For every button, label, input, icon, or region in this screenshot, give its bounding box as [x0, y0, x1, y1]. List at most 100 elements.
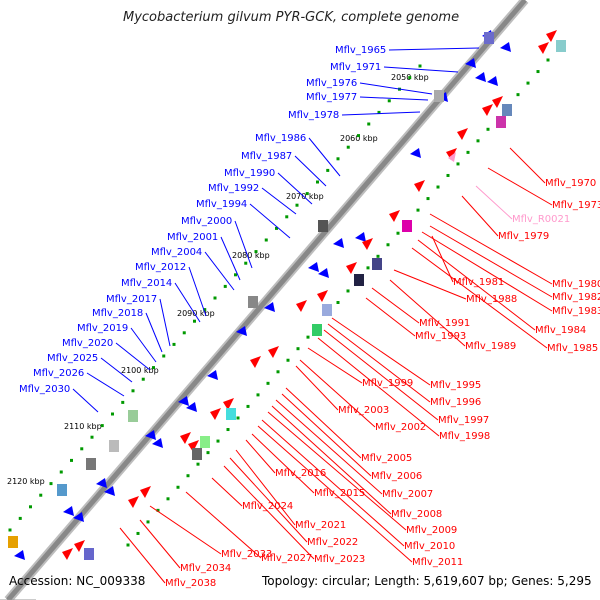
red-label-line	[299, 359, 376, 428]
outer-tick-dot	[306, 335, 310, 339]
red-gene-label: Mflv_1997	[438, 415, 489, 426]
red-gene-label: Mflv_1980	[552, 279, 600, 290]
inner-tick-dot	[223, 284, 227, 288]
red-gene-label: Mflv_2005	[361, 453, 412, 464]
reverse-gene-5	[457, 128, 468, 140]
red-gene-label: Mflv_2021	[295, 520, 346, 531]
inner-tick-dot	[80, 447, 84, 451]
red-label-line	[429, 225, 553, 298]
rna-gene	[448, 152, 456, 162]
inner-tick-dot	[254, 250, 258, 254]
blue-gene-label: Mflv_1977	[306, 92, 357, 103]
red-label-line	[271, 405, 392, 515]
inner-tick-dot	[285, 215, 289, 219]
inner-tick-dot	[213, 296, 217, 300]
red-gene-label: Mflv_1999	[362, 378, 413, 389]
outer-tick-dot	[396, 231, 400, 235]
red-gene-label: Mflv_1996	[430, 397, 481, 408]
red-gene-label: Mflv_2002	[375, 422, 426, 433]
forward-gene-14	[207, 370, 218, 380]
genome-title: Mycobacterium gilvum PYR-GCK, complete g…	[123, 10, 460, 25]
forward-gene-23	[14, 550, 25, 560]
red-gene-label: Mflv_1993	[415, 331, 466, 342]
blue-gene-label: Mflv_2014	[121, 278, 172, 289]
blue-gene-label: Mflv_2019	[77, 323, 128, 334]
outer-tick-dot	[136, 531, 140, 535]
forward-gene-11	[318, 268, 329, 278]
inner-tick-dot	[29, 505, 32, 509]
blue-label-line	[188, 266, 207, 317]
outer-tick-dot	[236, 416, 240, 420]
reverse-box-8	[312, 324, 322, 336]
red-label-line	[235, 449, 296, 526]
blue-label-line	[130, 327, 157, 363]
outer-tick-dot	[246, 404, 250, 408]
reverse-gene-16	[210, 408, 221, 420]
inner-tick-dot	[275, 226, 278, 230]
tick-label: 2060 kbp	[340, 134, 378, 143]
blue-gene-label: Mflv_1986	[255, 133, 306, 144]
outer-tick-dot	[516, 93, 520, 97]
outer-tick-dot	[346, 289, 350, 293]
red-gene-label: Mflv_1983	[552, 306, 600, 317]
blue-label-line	[115, 342, 151, 371]
forward-gene-12	[264, 302, 275, 312]
outer-tick-dot	[466, 150, 470, 154]
red-label-line	[429, 213, 553, 285]
red-label-line	[307, 347, 363, 384]
reverse-gene-20	[128, 496, 139, 508]
forward-gene-18	[152, 438, 163, 448]
red-gene-label: Mflv_2003	[338, 405, 389, 416]
tick-label: 2090 kbp	[177, 309, 215, 318]
reverse-gene-6	[446, 148, 457, 160]
red-label-line	[149, 505, 222, 555]
tick-label: 2080 kbp	[232, 251, 270, 260]
reverse-gene-14	[250, 356, 261, 368]
red-gene-label: Mflv_2022	[307, 537, 358, 548]
reverse-gene-1	[546, 30, 557, 42]
outer-tick-dot	[366, 266, 370, 270]
red-gene-label: Mflv_1989	[465, 341, 516, 352]
red-label-line	[285, 387, 362, 459]
tick-label: 2070 kbp	[286, 192, 324, 201]
reverse-gene-21	[62, 548, 73, 560]
outer-tick-dot	[266, 381, 270, 385]
blue-gene-label: Mflv_2025	[47, 353, 98, 364]
inner-tick-dot	[203, 308, 207, 312]
tick-label: 2120 kbp	[7, 477, 45, 486]
outer-tick-dot	[476, 139, 480, 143]
blue-gene-label: Mflv_1992	[208, 183, 259, 194]
outer-tick-dot	[146, 520, 150, 524]
red-gene-label: Mflv_1970	[545, 178, 596, 189]
forward-gene-10	[308, 262, 319, 272]
inner-tick-dot	[295, 203, 299, 207]
red-gene-label: Mflv_1984	[535, 325, 586, 336]
red-label-line	[185, 491, 262, 559]
blue-gene-label: Mflv_1976	[306, 78, 357, 89]
inner-tick-dot	[162, 354, 166, 358]
reverse-gene-3	[492, 96, 503, 108]
blue-label-line	[174, 282, 201, 323]
outer-tick-dot	[216, 439, 220, 443]
blue-label-line	[261, 187, 297, 215]
inner-tick-dot	[172, 342, 176, 346]
red-label-line	[257, 425, 413, 563]
blue-label-line	[145, 312, 163, 353]
outer-tick-dot	[426, 197, 430, 201]
red-gene-label: Mflv_1988	[466, 294, 517, 305]
inner-tick-dot	[70, 458, 73, 462]
inner-tick-dot	[418, 64, 422, 68]
reverse-gene-10	[346, 262, 357, 274]
inner-tick-dot	[305, 192, 309, 196]
red-label-line	[389, 279, 466, 347]
inner-tick-dot	[8, 528, 12, 532]
inner-tick-dot	[234, 273, 237, 277]
forward-gene-2	[500, 42, 511, 52]
inner-tick-dot	[59, 470, 63, 474]
forward-gene-4	[475, 72, 486, 82]
reverse-gene-7	[414, 180, 425, 192]
red-label-line	[139, 519, 181, 569]
outer-tick-dot	[156, 508, 160, 512]
blue-label-line	[234, 220, 253, 269]
